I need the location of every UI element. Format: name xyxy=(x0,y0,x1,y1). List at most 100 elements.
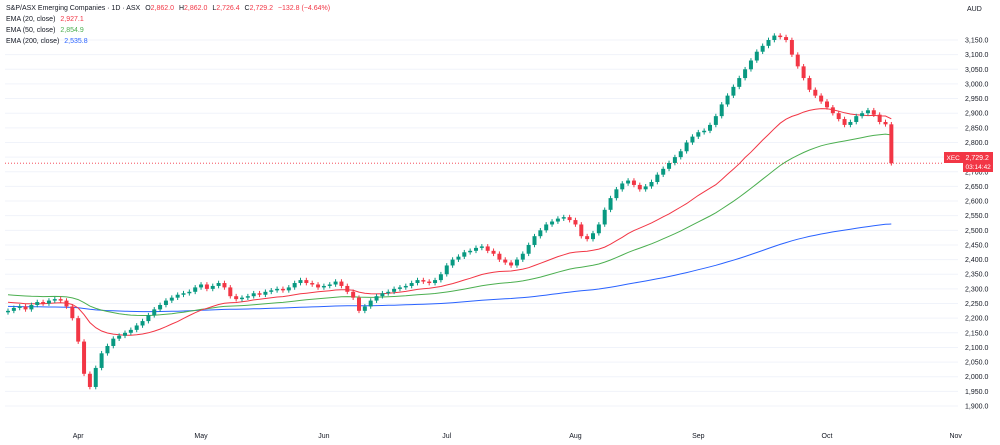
price-tick: 3,050.0 xyxy=(965,67,988,74)
legend-ema-200[interactable]: EMA (200, close) 2,535.8 xyxy=(6,36,330,47)
candle-body xyxy=(637,184,642,190)
price-tick: 2,550.0 xyxy=(965,213,988,220)
candle-body xyxy=(234,296,239,300)
ema-20-label: EMA (20, close) xyxy=(6,16,56,23)
candle-body xyxy=(836,113,841,120)
candle-body xyxy=(339,281,344,286)
candle xyxy=(860,110,865,119)
candle xyxy=(29,302,34,312)
ema-50-line xyxy=(7,133,892,316)
candle-body xyxy=(497,253,502,260)
price-change: −132.8 (−4.64%) xyxy=(277,5,331,12)
time-tick-may: May xyxy=(194,433,208,440)
candle-body xyxy=(514,259,519,266)
price-tick: 2,650.0 xyxy=(965,184,988,191)
price-tick: 2,150.0 xyxy=(965,330,988,337)
candle-body xyxy=(298,280,303,284)
candle-body xyxy=(93,367,98,387)
candle-body xyxy=(269,290,274,292)
candle-body xyxy=(450,259,455,266)
candle-body xyxy=(474,247,478,251)
time-axis[interactable]: Apr May Jun Jul Aug Sep Oct Nov xyxy=(73,433,963,440)
candle-body xyxy=(561,217,566,219)
candle xyxy=(544,222,549,233)
candle xyxy=(105,343,110,356)
legend-ema-50[interactable]: EMA (50, close) 2,854.9 xyxy=(6,25,330,36)
candle xyxy=(310,280,315,287)
price-axis[interactable]: AUD 1,900.0 1,950.0 2,000.0 2,050.0 2,100.0 2… xyxy=(944,0,1000,445)
candle-body xyxy=(725,95,730,105)
candle-body xyxy=(614,189,619,199)
candle xyxy=(415,277,420,286)
candle-body xyxy=(690,136,695,143)
candle xyxy=(877,112,882,125)
candle-body xyxy=(555,218,560,222)
candle-body xyxy=(444,265,449,275)
candle xyxy=(813,87,818,98)
candle-body xyxy=(696,132,701,137)
candle-body xyxy=(240,297,244,300)
candle xyxy=(380,290,385,299)
candle xyxy=(210,283,215,292)
candle xyxy=(889,121,894,166)
candle xyxy=(181,290,186,298)
candle-body xyxy=(813,89,818,96)
candle xyxy=(760,43,765,55)
candle xyxy=(649,179,654,189)
candle-body xyxy=(23,306,28,310)
price-tick: 2,950.0 xyxy=(965,96,988,103)
candle-body xyxy=(667,162,672,169)
candle-body xyxy=(345,285,350,292)
candle xyxy=(667,160,672,172)
ema-200-path xyxy=(7,223,892,313)
candle-body xyxy=(860,113,865,117)
candle-body xyxy=(854,116,859,122)
candle-body xyxy=(760,45,765,52)
legend-ema-20[interactable]: EMA (20, close) 2,927.1 xyxy=(6,14,330,25)
candle xyxy=(427,279,432,286)
candle xyxy=(514,257,519,268)
candles xyxy=(6,33,894,390)
candle xyxy=(719,102,724,119)
price-tick: 2,350.0 xyxy=(965,272,988,279)
candle-body xyxy=(608,198,613,210)
candle xyxy=(737,75,742,90)
candle-body xyxy=(503,259,508,263)
candle xyxy=(228,285,233,299)
candle xyxy=(819,93,824,104)
candle-body xyxy=(105,345,110,354)
time-tick-sep: Sep xyxy=(692,433,705,440)
candle xyxy=(789,37,794,57)
candle-body xyxy=(649,182,654,187)
candle xyxy=(526,242,531,257)
candle xyxy=(345,283,350,295)
time-tick-aug: Aug xyxy=(569,433,582,440)
candle-body xyxy=(409,283,414,286)
candle-body xyxy=(134,325,139,330)
candle xyxy=(403,283,408,290)
ema-50-label: EMA (50, close) xyxy=(6,27,56,34)
candle xyxy=(240,295,244,302)
candle-body xyxy=(222,283,227,288)
ohlc-low: L2,726.4 xyxy=(212,5,240,12)
time-tick-jul: Jul xyxy=(442,433,451,440)
candle-body xyxy=(204,284,209,289)
candle xyxy=(643,184,648,192)
candle-body xyxy=(433,280,438,284)
candle-body xyxy=(386,291,391,294)
price-tick: 2,600.0 xyxy=(965,199,988,206)
candle-body xyxy=(602,209,607,225)
ohlc-open: O2,862.0 xyxy=(145,5,174,12)
candle xyxy=(304,277,309,286)
candle-body xyxy=(245,296,250,298)
candle-body xyxy=(795,54,800,67)
candle xyxy=(748,58,753,72)
candle-body xyxy=(286,287,291,291)
candle xyxy=(596,222,601,236)
candle-body xyxy=(672,157,677,163)
legend-ohlc-row: S&P/ASX Emerging Companies · 1D · ASX O2… xyxy=(6,3,330,14)
candle xyxy=(140,318,145,328)
candle-body xyxy=(567,217,572,221)
candle xyxy=(169,295,174,303)
